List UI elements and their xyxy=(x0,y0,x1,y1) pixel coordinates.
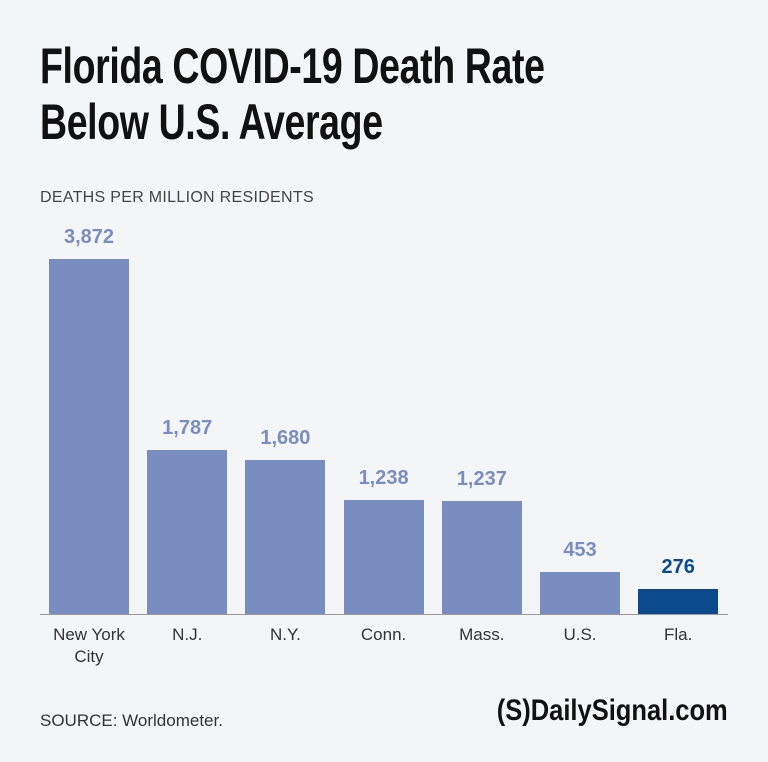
x-tick-label: Conn. xyxy=(360,625,407,644)
value-label: 3,872 xyxy=(63,226,115,248)
chart-subtitle: DEATHS PER MILLION RESIDENTS xyxy=(40,189,314,206)
bar xyxy=(638,588,719,614)
bar xyxy=(540,572,620,614)
value-label: 276 xyxy=(661,555,695,578)
x-tick-label: U.S. xyxy=(563,625,597,644)
bar xyxy=(441,500,522,614)
value-label: 1,237 xyxy=(456,467,507,490)
x-tick-label: New York City xyxy=(53,625,125,666)
logo: (S)DailySignal.com xyxy=(497,694,728,727)
x-tick-label: Mass. xyxy=(459,625,505,644)
bar xyxy=(147,450,228,614)
chart-title: Florida COVID-19 Death Rate Below U.S. A… xyxy=(40,38,545,150)
value-label: 1,238 xyxy=(358,467,409,490)
source-note: SOURCE: Worldometer. xyxy=(40,711,223,730)
x-tick-label: N.Y. xyxy=(269,625,301,644)
bar xyxy=(245,459,326,614)
value-label: 1,787 xyxy=(162,417,213,440)
bar xyxy=(343,500,424,614)
value-label: 453 xyxy=(563,539,597,562)
bar xyxy=(49,259,129,614)
value-label: 1,680 xyxy=(260,426,311,449)
x-tick-label: Fla. xyxy=(664,625,693,644)
x-tick-label: N.J. xyxy=(172,625,203,644)
baseline xyxy=(40,614,728,615)
